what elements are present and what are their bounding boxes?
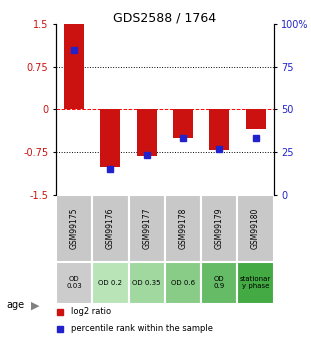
Text: log2 ratio: log2 ratio <box>71 307 111 316</box>
Text: ▶: ▶ <box>31 300 39 310</box>
Text: OD
0.9: OD 0.9 <box>214 276 225 289</box>
Bar <box>92 195 128 262</box>
Bar <box>100 109 120 167</box>
Bar <box>201 262 237 304</box>
Bar <box>173 109 193 138</box>
Text: GSM99180: GSM99180 <box>251 207 260 249</box>
Bar <box>165 195 201 262</box>
Bar <box>56 262 92 304</box>
Text: GSM99177: GSM99177 <box>142 207 151 249</box>
Text: GSM99176: GSM99176 <box>106 207 115 249</box>
Text: GSM99179: GSM99179 <box>215 207 224 249</box>
Text: GSM99175: GSM99175 <box>70 207 79 249</box>
Text: OD
0.03: OD 0.03 <box>66 276 82 289</box>
Text: OD 0.35: OD 0.35 <box>132 280 161 286</box>
Bar <box>128 195 165 262</box>
Bar <box>237 262 274 304</box>
Text: GSM99178: GSM99178 <box>179 207 188 249</box>
Title: GDS2588 / 1764: GDS2588 / 1764 <box>113 11 216 24</box>
Text: OD 0.2: OD 0.2 <box>98 280 123 286</box>
Bar <box>201 195 237 262</box>
Bar <box>246 109 266 129</box>
Bar <box>92 262 128 304</box>
Text: percentile rank within the sample: percentile rank within the sample <box>71 324 213 333</box>
Bar <box>209 109 229 150</box>
Bar <box>128 262 165 304</box>
Bar <box>56 195 92 262</box>
Bar <box>237 195 274 262</box>
Text: age: age <box>6 300 24 310</box>
Bar <box>64 24 84 109</box>
Bar <box>165 262 201 304</box>
Bar <box>137 109 157 156</box>
Text: stationar
y phase: stationar y phase <box>240 276 271 289</box>
Text: OD 0.6: OD 0.6 <box>171 280 195 286</box>
